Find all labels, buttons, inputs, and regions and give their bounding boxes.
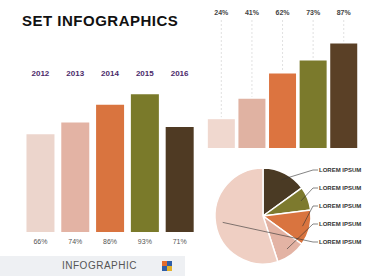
svg-text:41%: 41%: [245, 9, 260, 16]
svg-text:66%: 66%: [33, 238, 47, 245]
svg-text:2013: 2013: [66, 69, 84, 78]
svg-text:86%: 86%: [103, 238, 117, 245]
svg-text:71%: 71%: [173, 238, 187, 245]
svg-text:LOREM IPSUM: LOREM IPSUM: [319, 239, 361, 245]
svg-text:2015: 2015: [136, 69, 154, 78]
svg-text:2012: 2012: [32, 69, 50, 78]
svg-text:LOREM IPSUM: LOREM IPSUM: [319, 167, 361, 173]
html-text:INFOGRAPHIC: INFOGRAPHIC: [62, 260, 137, 271]
svg-text:LOREM IPSUM: LOREM IPSUM: [319, 221, 361, 227]
svg-text:93%: 93%: [138, 238, 152, 245]
svg-text:2016: 2016: [171, 69, 189, 78]
svg-text:62%: 62%: [276, 9, 291, 16]
svg-text:74%: 74%: [68, 238, 82, 245]
svg-text:2014: 2014: [101, 69, 119, 78]
svg-text:24%: 24%: [214, 9, 229, 16]
svg-text:LOREM IPSUM: LOREM IPSUM: [319, 203, 361, 209]
svg-text:87%: 87%: [337, 9, 352, 16]
html-text:SET INFOGRAPHICS: SET INFOGRAPHICS: [22, 12, 179, 29]
svg-text:73%: 73%: [306, 9, 321, 16]
svg-text:LOREM IPSUM: LOREM IPSUM: [319, 185, 361, 191]
